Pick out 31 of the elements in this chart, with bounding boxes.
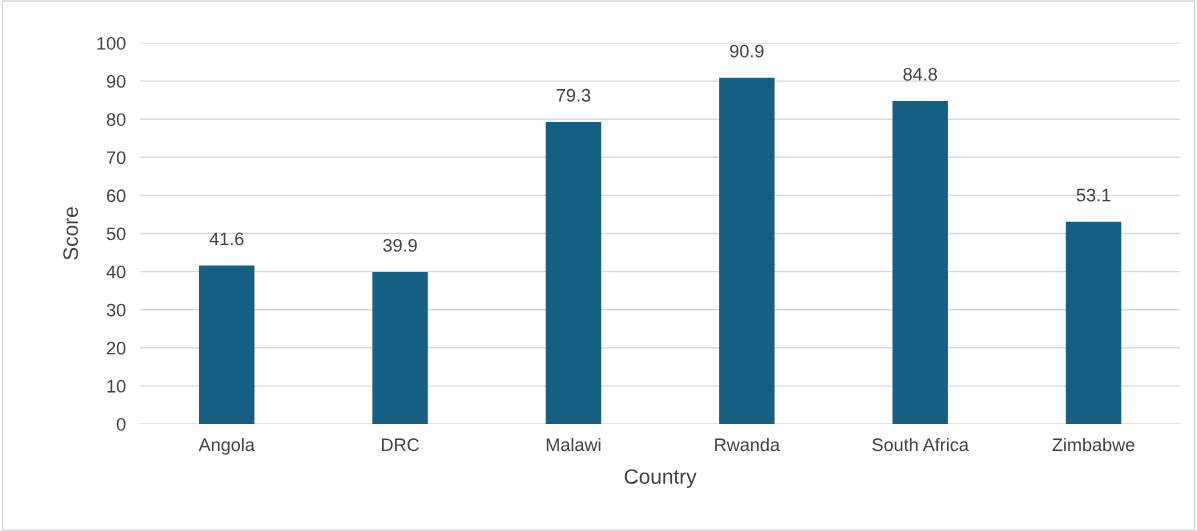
x-tick-label: Angola — [198, 437, 255, 455]
x-tick-label: South Africa — [872, 437, 969, 452]
bar — [198, 265, 255, 424]
y-tick-label: 100 — [97, 36, 126, 50]
y-tick-label: 80 — [106, 113, 126, 126]
y-tick-label: 30 — [106, 303, 126, 317]
x-tick-label: Malawi — [546, 437, 601, 452]
y-tick-label: 70 — [107, 151, 126, 165]
x-tick-label: Zimbabwe — [1052, 437, 1135, 452]
x-tick-label: DRC — [382, 438, 419, 452]
y-tick-label: 0 — [116, 417, 126, 431]
bar — [719, 77, 775, 424]
data-label: 53.1 — [1076, 188, 1111, 202]
x-tick-label: Rwanda — [715, 437, 780, 452]
bar — [892, 100, 948, 424]
data-label: 41.6 — [209, 232, 244, 246]
y-tick-label: 50 — [106, 227, 126, 241]
data-label: 90.9 — [730, 44, 764, 58]
x-axis-title: Country — [624, 469, 697, 489]
y-tick-label: 60 — [107, 189, 126, 203]
bar — [545, 121, 602, 424]
bar — [1065, 221, 1122, 424]
y-tick-label: 20 — [106, 341, 126, 355]
bar — [372, 271, 428, 424]
y-tick-label: 90 — [106, 75, 126, 88]
data-label: 39.9 — [383, 238, 417, 252]
data-label: 79.3 — [556, 88, 591, 102]
data-label: 84.8 — [903, 67, 937, 81]
y-axis-title: Score — [63, 207, 79, 260]
y-tick-label: 40 — [106, 265, 126, 279]
y-tick-label: 10 — [107, 379, 126, 393]
